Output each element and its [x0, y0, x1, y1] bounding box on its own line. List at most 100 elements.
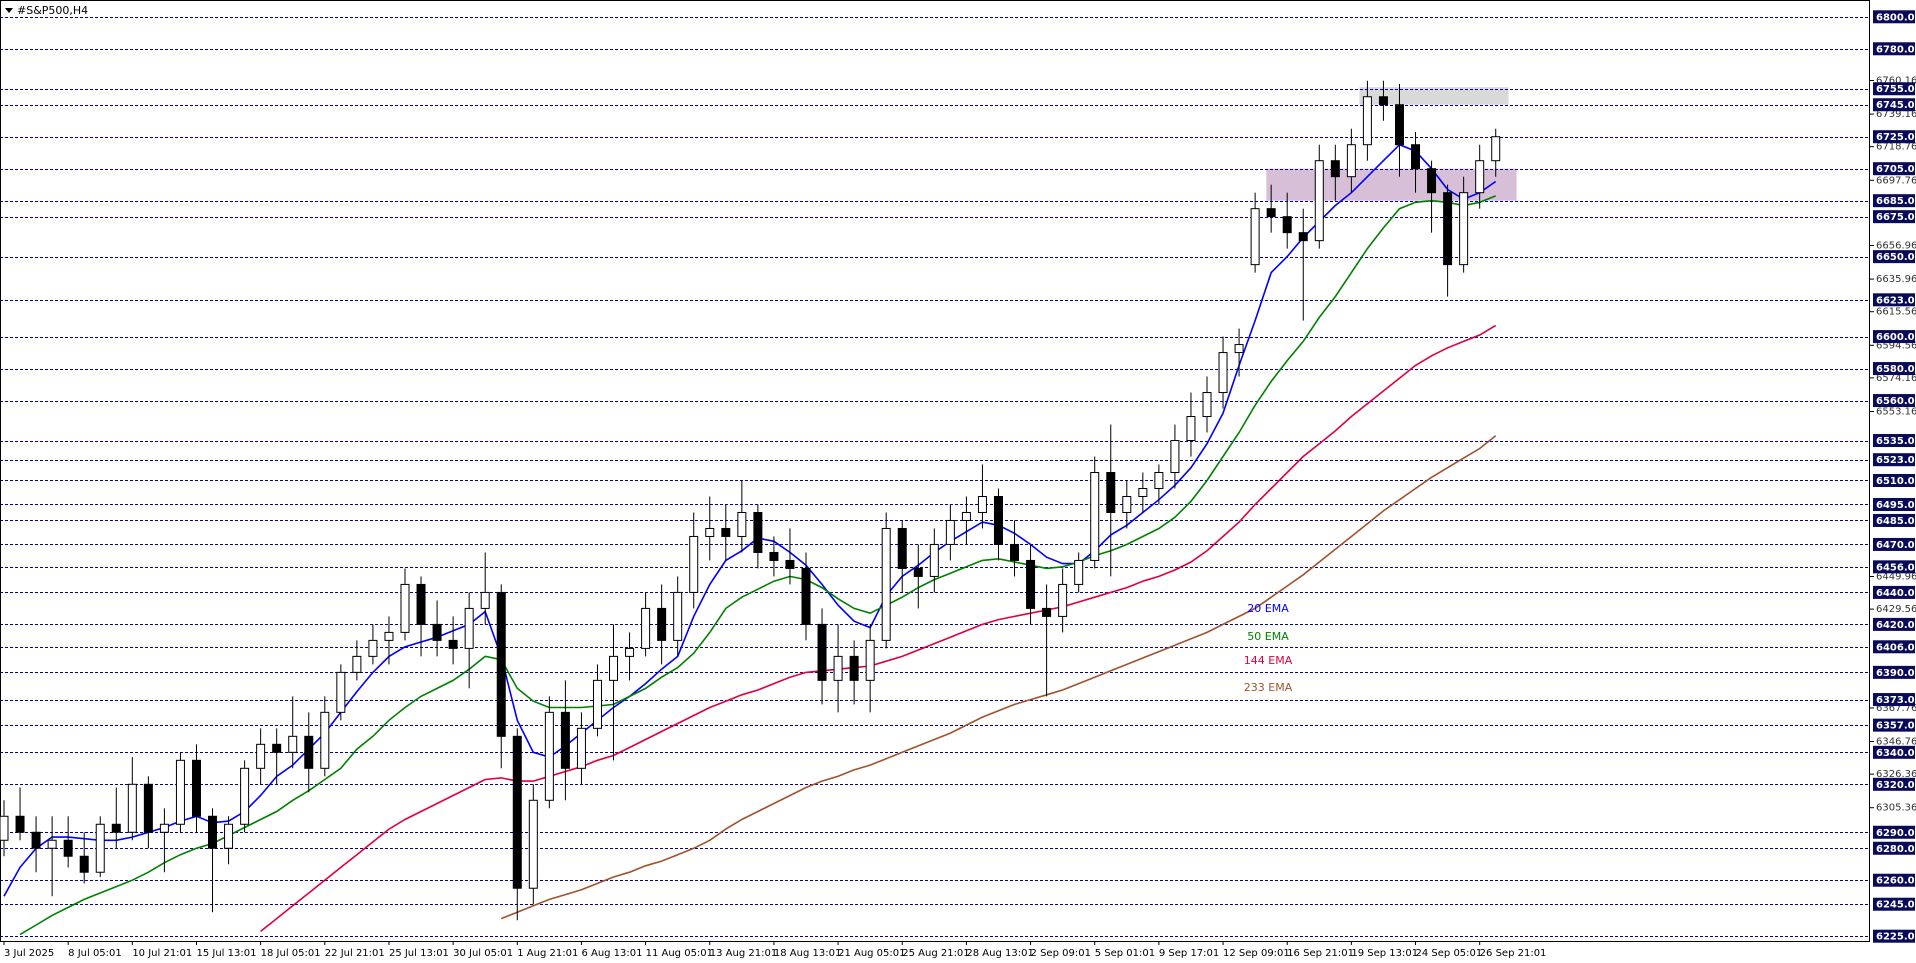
level-label: 6800.00	[1876, 12, 1916, 23]
x-tick-label: 25 Aug 21:01	[902, 948, 969, 959]
candle-body	[785, 559, 795, 569]
candle-body	[448, 639, 458, 649]
level-label-box	[1873, 330, 1915, 344]
menu-icon[interactable]	[5, 8, 13, 13]
x-tick-label: 30 Jul 05:01	[453, 948, 513, 959]
level-label-box	[1873, 130, 1915, 144]
candle-body	[191, 759, 201, 817]
level-label-box	[1873, 394, 1915, 408]
level-label-box	[1873, 777, 1915, 791]
candle-body	[272, 743, 282, 753]
x-tick-label: 22 Jul 21:01	[325, 948, 385, 959]
candle-body	[1282, 216, 1292, 234]
level-label: 6755.00	[1876, 84, 1916, 95]
candle-body	[609, 655, 619, 681]
level-label: 6560.00	[1876, 396, 1916, 407]
candle-body	[127, 783, 137, 833]
level-label: 6705.00	[1876, 164, 1916, 175]
candle-body	[1010, 543, 1020, 561]
candle-body	[175, 759, 185, 825]
x-tick-label: 10 Jul 21:01	[132, 948, 192, 959]
candle-body	[721, 527, 731, 537]
candle-body	[1491, 136, 1501, 162]
candle-body	[320, 711, 330, 769]
y-tick-label: 6615.56	[1876, 307, 1916, 318]
candle-body	[641, 607, 651, 649]
candle-body	[993, 495, 1003, 545]
y-tick-label: 6760.16	[1876, 75, 1916, 86]
candle-body	[592, 679, 602, 729]
level-label: 6485.00	[1876, 516, 1916, 527]
candle-body	[208, 815, 218, 849]
level-label: 6650.00	[1876, 252, 1916, 263]
level-label-box	[1873, 929, 1915, 943]
candle-body	[1026, 559, 1036, 609]
candle-body	[1330, 160, 1340, 178]
candle-body	[1202, 392, 1212, 418]
x-tick-label: 8 Jul 05:01	[68, 948, 122, 959]
ema-label: 20 EMA	[1247, 602, 1289, 615]
candle-body	[625, 647, 635, 657]
candle-body	[1250, 208, 1260, 266]
y-tick-label: 6305.36	[1876, 803, 1916, 814]
zone	[1359, 87, 1509, 105]
candle-body	[1186, 416, 1196, 442]
candle-body	[1443, 192, 1453, 266]
level-label-box	[1873, 362, 1915, 376]
y-tick-label: 6574.16	[1876, 373, 1916, 384]
level-label: 6600.00	[1876, 332, 1916, 343]
level-label: 6456.00	[1876, 562, 1916, 573]
x-tick-label: 1 Aug 21:01	[517, 948, 578, 959]
y-tick-label: 6594.56	[1876, 340, 1916, 351]
ema-line	[19, 195, 1496, 936]
candle-body	[256, 743, 266, 769]
level-label: 6685.00	[1876, 196, 1916, 207]
candle-body	[769, 551, 779, 561]
candle-body	[400, 583, 410, 633]
candle-body	[464, 607, 474, 649]
candle-body	[1314, 160, 1324, 242]
candle-body	[1090, 472, 1100, 561]
level-label: 6280.00	[1876, 844, 1916, 855]
x-tick-label: 12 Sep 09:01	[1223, 948, 1290, 959]
level-label-box	[1873, 825, 1915, 839]
y-tick-label: 6635.96	[1876, 274, 1916, 285]
level-label: 6290.00	[1876, 828, 1916, 839]
level-label-box	[1873, 745, 1915, 759]
level-label-box	[1873, 665, 1915, 679]
candle-body	[63, 839, 73, 857]
candle-body	[15, 815, 25, 833]
level-label-box	[1873, 98, 1915, 112]
level-label-box	[1873, 513, 1915, 527]
candle-body	[961, 511, 971, 521]
level-label: 6245.00	[1876, 900, 1916, 911]
candle-body	[576, 727, 586, 769]
level-label-box	[1873, 453, 1915, 467]
candle-body	[1154, 472, 1164, 489]
level-label: 6357.00	[1876, 721, 1916, 732]
ema-label: 144 EMA	[1244, 654, 1293, 667]
level-label-box	[1873, 873, 1915, 887]
candle-body	[1106, 472, 1116, 513]
candle-body	[833, 655, 843, 681]
level-label: 6470.00	[1876, 540, 1916, 551]
candle-body	[945, 519, 955, 545]
x-tick-label: 2 Sep 09:01	[1031, 948, 1091, 959]
candle-body	[384, 631, 394, 641]
candle-body	[512, 735, 522, 889]
y-tick-label: 6326.36	[1876, 769, 1916, 780]
level-label-box	[1873, 473, 1915, 487]
level-label: 6420.00	[1876, 620, 1916, 631]
candle-body	[1170, 440, 1180, 473]
candle-body	[737, 511, 747, 537]
x-tick-label: 16 Sep 21:01	[1287, 948, 1354, 959]
y-tick-label: 6697.76	[1876, 175, 1916, 186]
candle-body	[1138, 487, 1148, 497]
candle-body	[95, 823, 105, 873]
candle-body	[240, 767, 250, 825]
candle-body	[79, 855, 89, 873]
candle-body	[1122, 495, 1132, 513]
candle-body	[865, 639, 875, 681]
level-label: 6675.00	[1876, 212, 1916, 223]
y-tick-label: 6346.76	[1876, 737, 1916, 748]
